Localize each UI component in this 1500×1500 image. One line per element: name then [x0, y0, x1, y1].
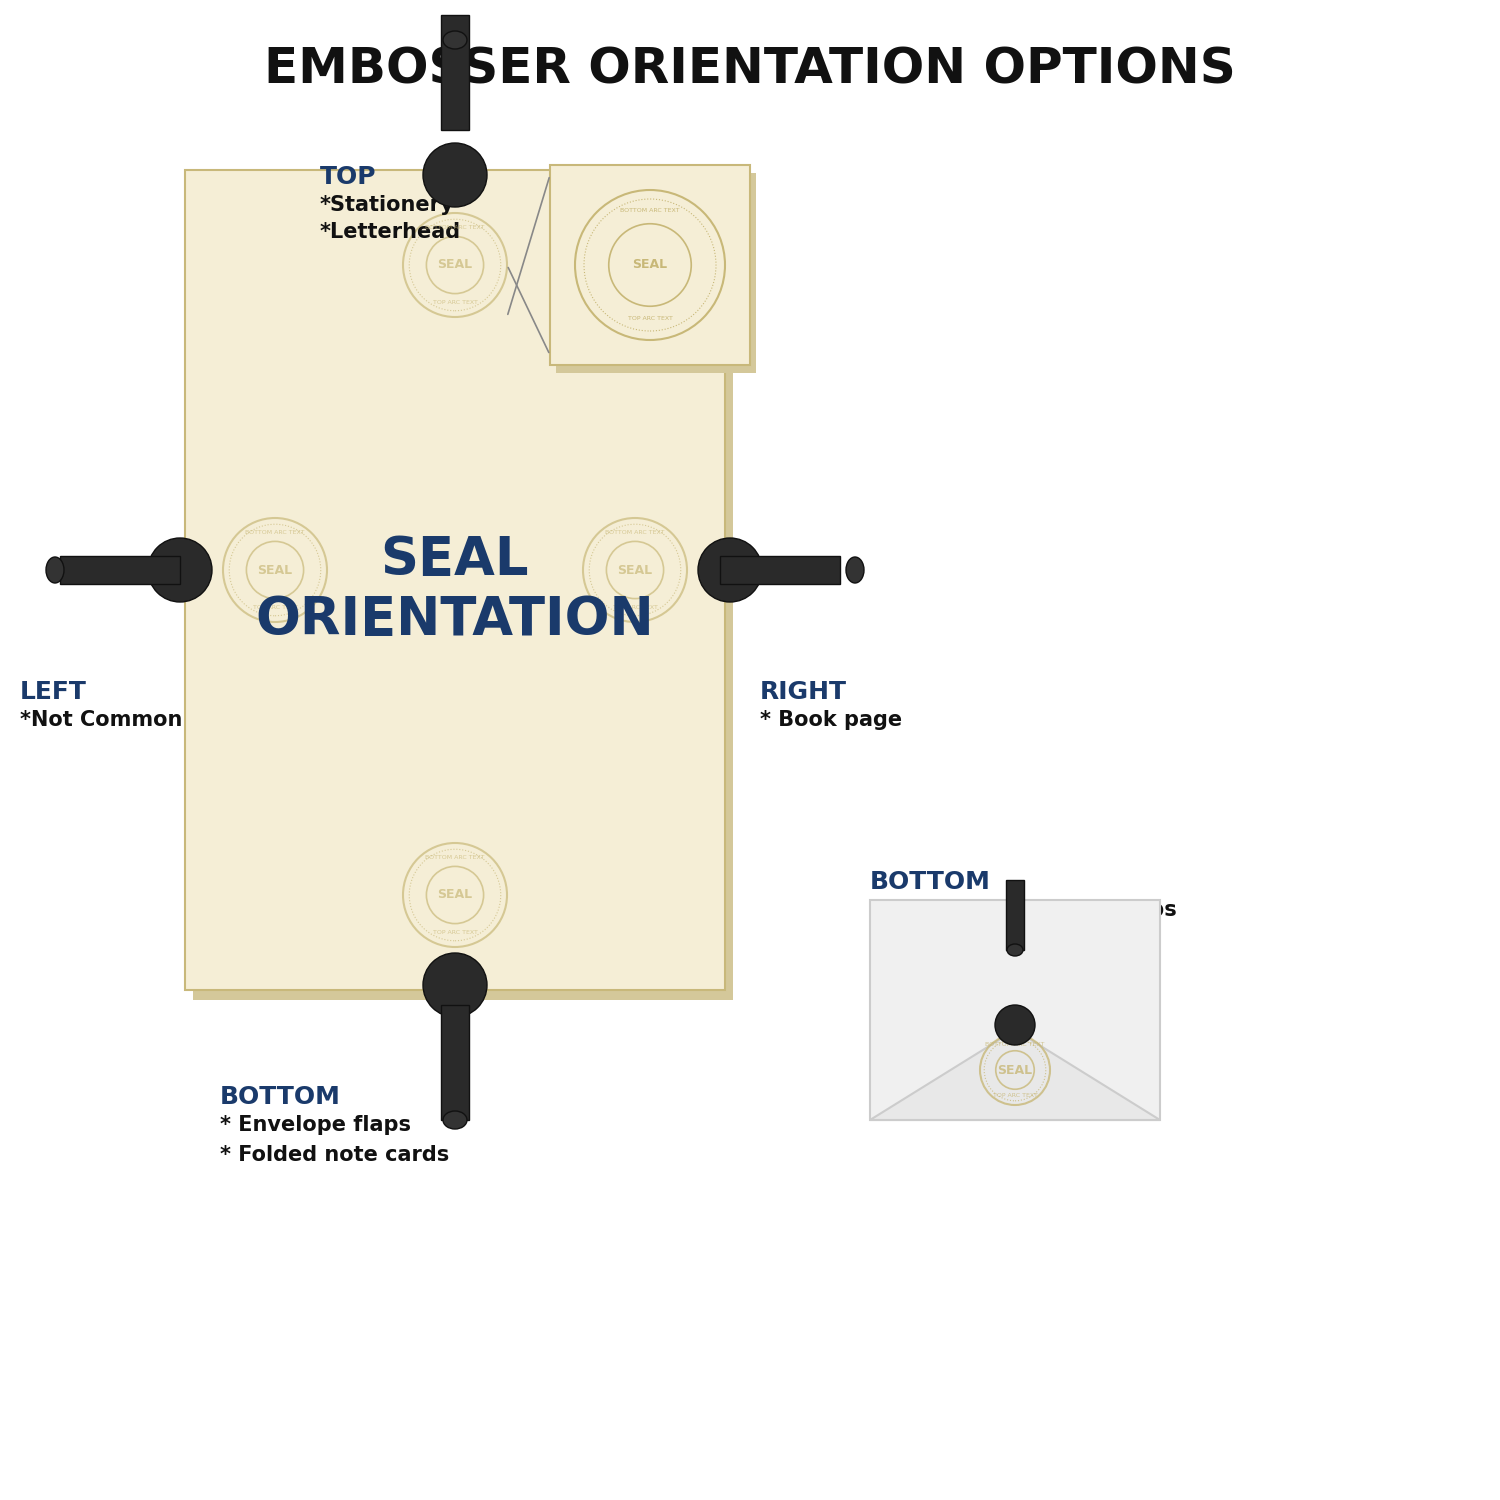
Text: SEAL: SEAL — [633, 258, 668, 272]
Text: RIGHT: RIGHT — [760, 680, 847, 703]
Text: TOP ARC TEXT: TOP ARC TEXT — [993, 1092, 1038, 1098]
Text: SEAL: SEAL — [998, 1064, 1032, 1077]
Bar — [60, 556, 180, 584]
Text: SEAL: SEAL — [381, 534, 530, 586]
Ellipse shape — [846, 556, 864, 584]
Text: * Book page: * Book page — [760, 710, 902, 730]
Text: BOTTOM ARC TEXT: BOTTOM ARC TEXT — [426, 855, 484, 859]
Text: * Envelope flaps: * Envelope flaps — [220, 1114, 411, 1136]
Ellipse shape — [442, 32, 466, 50]
Text: *Not Common: *Not Common — [20, 710, 183, 730]
Circle shape — [423, 952, 488, 1017]
Text: TOP ARC TEXT: TOP ARC TEXT — [612, 604, 657, 610]
Text: SEAL: SEAL — [438, 888, 472, 902]
Text: SEAL: SEAL — [618, 564, 652, 576]
Text: TOP ARC TEXT: TOP ARC TEXT — [627, 316, 672, 321]
Text: BOTTOM ARC TEXT: BOTTOM ARC TEXT — [426, 225, 484, 230]
Bar — [720, 556, 840, 584]
FancyBboxPatch shape — [556, 172, 756, 374]
Ellipse shape — [1007, 944, 1023, 956]
Text: BOTTOM: BOTTOM — [220, 1084, 340, 1108]
FancyBboxPatch shape — [194, 180, 734, 1001]
Text: TOP: TOP — [320, 165, 376, 189]
Text: TOP ARC TEXT: TOP ARC TEXT — [432, 930, 477, 934]
Text: BOTTOM ARC TEXT: BOTTOM ARC TEXT — [986, 1042, 1044, 1047]
FancyBboxPatch shape — [550, 165, 750, 364]
Text: ORIENTATION: ORIENTATION — [255, 594, 654, 646]
Bar — [1007, 880, 1025, 950]
Bar — [441, 1005, 470, 1120]
FancyBboxPatch shape — [184, 170, 724, 990]
Text: * Folded note cards: * Folded note cards — [220, 1144, 450, 1166]
Text: BOTTOM: BOTTOM — [870, 870, 992, 894]
Circle shape — [994, 1005, 1035, 1046]
Polygon shape — [870, 1030, 1160, 1120]
Text: *Stationery: *Stationery — [320, 195, 454, 214]
Text: *Letterhead: *Letterhead — [320, 222, 460, 242]
Text: TOP ARC TEXT: TOP ARC TEXT — [252, 604, 297, 610]
Text: BOTTOM ARC TEXT: BOTTOM ARC TEXT — [621, 209, 680, 213]
Text: SEAL: SEAL — [438, 258, 472, 272]
Text: or bottom of page seals: or bottom of page seals — [870, 930, 1152, 950]
Text: LEFT: LEFT — [20, 680, 87, 703]
FancyBboxPatch shape — [870, 900, 1160, 1120]
Text: Perfect for envelope flaps: Perfect for envelope flaps — [870, 900, 1176, 920]
Ellipse shape — [46, 556, 64, 584]
Ellipse shape — [442, 1112, 466, 1130]
Text: SEAL: SEAL — [258, 564, 292, 576]
Circle shape — [148, 538, 211, 602]
Text: TOP ARC TEXT: TOP ARC TEXT — [432, 300, 477, 304]
Bar — [441, 15, 470, 130]
Text: EMBOSSER ORIENTATION OPTIONS: EMBOSSER ORIENTATION OPTIONS — [264, 46, 1236, 94]
Circle shape — [423, 142, 488, 207]
Text: BOTTOM ARC TEXT: BOTTOM ARC TEXT — [246, 530, 304, 536]
Circle shape — [698, 538, 762, 602]
Text: BOTTOM ARC TEXT: BOTTOM ARC TEXT — [604, 530, 664, 536]
